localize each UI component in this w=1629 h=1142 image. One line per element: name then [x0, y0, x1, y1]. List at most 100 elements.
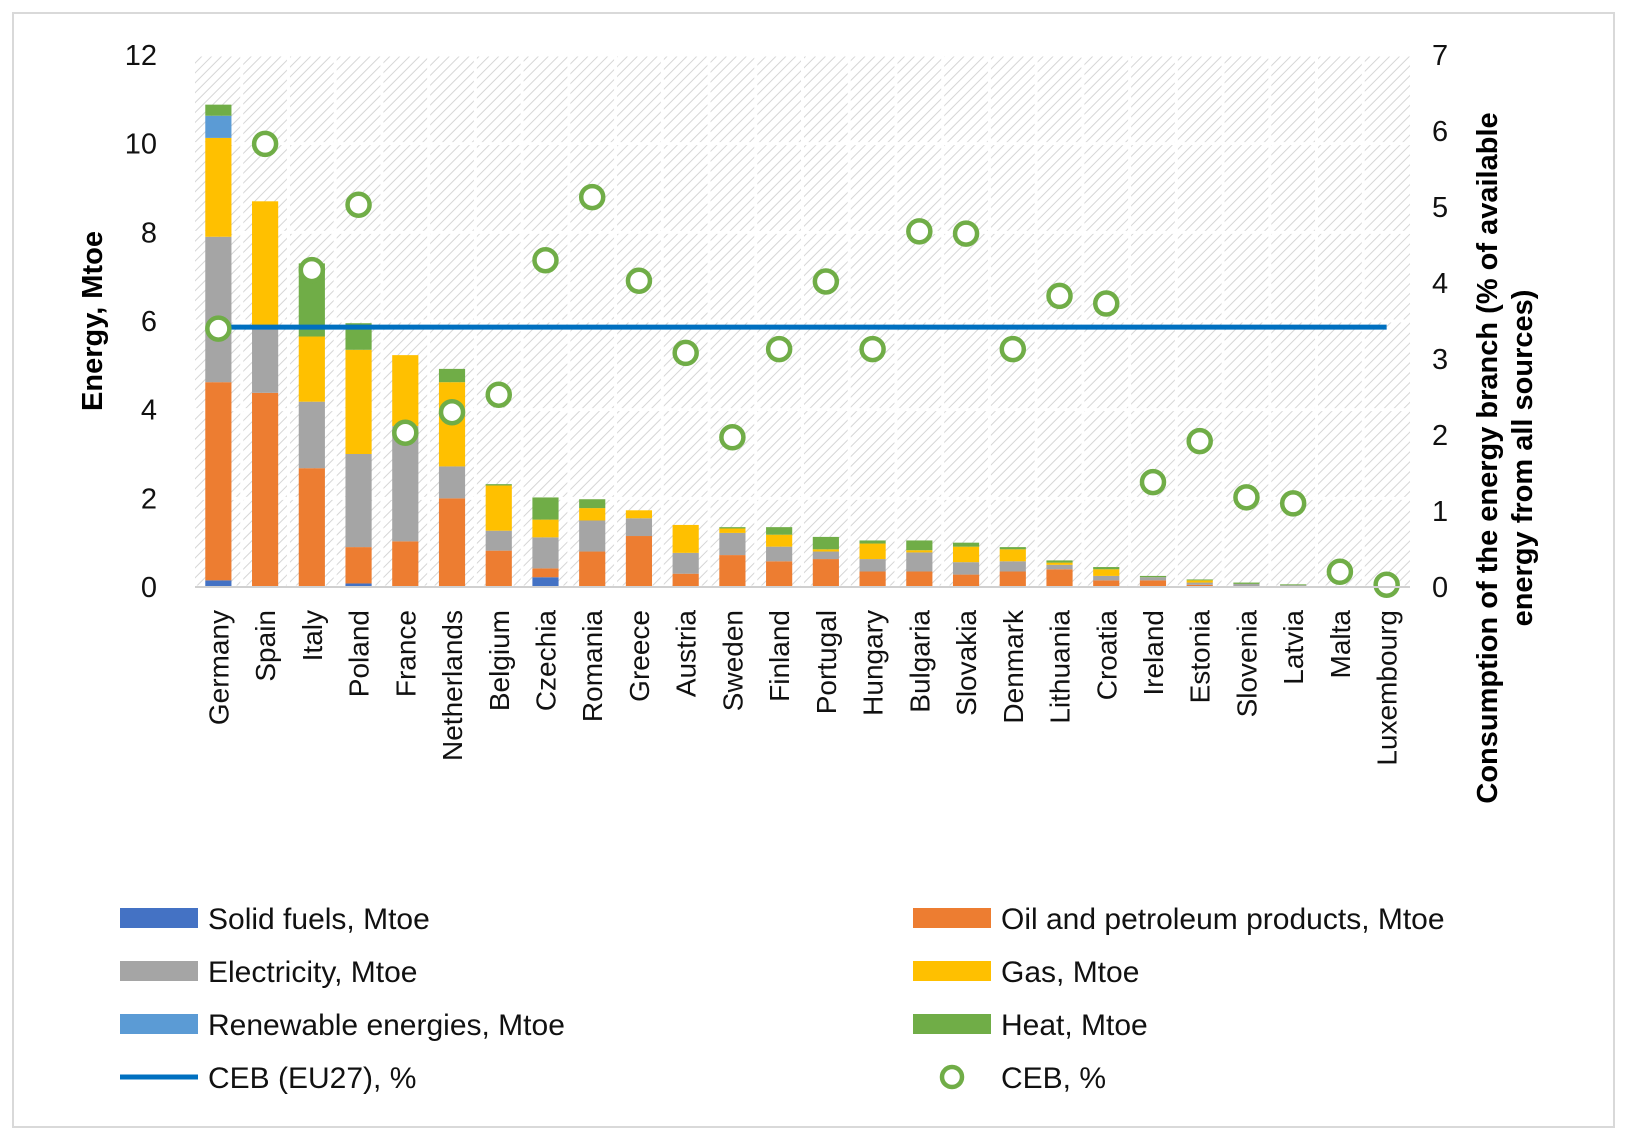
- legend-label: CEB, %: [1001, 1062, 1106, 1095]
- bar-segment: [952, 546, 980, 563]
- legend-swatch: [120, 1014, 198, 1034]
- bar-segment: [1046, 569, 1073, 587]
- bar-segment: [252, 392, 279, 587]
- gridlines: [195, 53, 1410, 589]
- bar-segment: [298, 468, 325, 587]
- bar-segment: [1233, 582, 1260, 584]
- ceb-marker: [578, 183, 606, 211]
- ceb-marker: [672, 339, 699, 367]
- category-label: Spain: [250, 610, 281, 682]
- bar-segment: [812, 549, 839, 552]
- bar-segment: [906, 540, 933, 551]
- category-label: Lithuania: [1045, 610, 1076, 724]
- category-label: Italy: [297, 610, 328, 661]
- bar-segment: [719, 532, 746, 556]
- bar-segment: [345, 349, 372, 454]
- bar-segment: [1093, 575, 1120, 581]
- bar-segment: [1046, 564, 1073, 570]
- category-label: Greece: [624, 610, 655, 702]
- y2-tick-label: 6: [1432, 116, 1448, 148]
- bar-segment: [205, 236, 232, 383]
- bar-segment: [906, 550, 933, 553]
- bar-segment: [392, 541, 419, 587]
- ceb-marker: [345, 191, 372, 218]
- legend-label: Gas, Mtoe: [1001, 956, 1139, 989]
- bar-segment: [766, 546, 793, 562]
- legend-swatch: [120, 961, 198, 981]
- bar-segment: [1280, 585, 1307, 587]
- category-label: Estonia: [1185, 610, 1216, 704]
- bar-segment: [1186, 580, 1213, 583]
- bar-segment: [672, 524, 699, 553]
- bar-segment: [1280, 584, 1307, 586]
- bar-segment: [205, 382, 232, 581]
- y2-tick-label: 4: [1432, 268, 1448, 300]
- bar-segment: [672, 573, 699, 587]
- bar-segment: [438, 368, 466, 383]
- ceb-marker: [1046, 282, 1073, 310]
- ceb-marker: [625, 267, 653, 294]
- bar-segment: [719, 528, 746, 533]
- bar-segment: [1046, 560, 1073, 563]
- ceb-marker: [205, 315, 232, 342]
- ceb-marker: [999, 335, 1027, 363]
- category-label: Portugal: [811, 610, 842, 714]
- category-label: Finland: [764, 610, 795, 702]
- legend: Solid fuels, Mtoe Oil and petroleum produ…: [120, 903, 1445, 1095]
- y-tick-label: 6: [141, 306, 157, 338]
- category-label: Netherlands: [437, 610, 468, 761]
- bar-segment: [999, 547, 1026, 550]
- bar-segment: [999, 561, 1026, 572]
- bar-segment: [579, 520, 606, 552]
- bar-segment: [812, 536, 839, 550]
- bar-segment: [859, 540, 886, 544]
- bar-segment: [1093, 569, 1120, 576]
- bar-segment: [1139, 580, 1167, 587]
- y-tick-label: 2: [141, 483, 157, 515]
- bar-segment: [485, 485, 512, 531]
- y2-tick-label: 1: [1432, 496, 1448, 528]
- y-tick-label: 8: [141, 217, 157, 249]
- ceb-marker: [906, 218, 933, 245]
- category-label: Croatia: [1091, 610, 1122, 701]
- bar-segment: [812, 551, 839, 560]
- bar-segment: [532, 537, 559, 569]
- bar-segment: [952, 542, 980, 547]
- bar-segment: [719, 555, 746, 587]
- legend-label: Heat, Mtoe: [1001, 1009, 1148, 1042]
- category-label: Poland: [344, 610, 375, 697]
- legend-label: Renewable energies, Mtoe: [208, 1009, 565, 1042]
- category-label: Belgium: [484, 610, 515, 711]
- bar-segment: [532, 568, 559, 578]
- ceb-marker: [532, 246, 559, 274]
- ceb-marker: [812, 268, 840, 295]
- bar-segment: [625, 536, 653, 587]
- bar-segment: [252, 326, 279, 393]
- bar-segment: [1233, 583, 1260, 587]
- ceb-marker: [1186, 427, 1213, 455]
- ceb-marker: [438, 398, 466, 426]
- bar-segment: [438, 498, 466, 587]
- ceb-marker: [251, 130, 279, 158]
- y2-tick-label: 3: [1432, 344, 1448, 376]
- bar-segment: [1186, 579, 1213, 581]
- category-label: France: [390, 610, 421, 697]
- y-tick-label: 0: [141, 572, 157, 604]
- bar-segment: [205, 115, 232, 138]
- bar-segment: [298, 401, 325, 469]
- y2-axis-title-line1: Consumption of the energy branch (% of a…: [1472, 112, 1504, 803]
- ceb-marker: [1373, 571, 1400, 598]
- legend-swatch: [913, 1014, 991, 1034]
- marker-series: [205, 130, 1400, 598]
- y2-tick-label: 2: [1432, 420, 1448, 452]
- legend-swatch: [939, 1064, 965, 1090]
- bar-segment: [625, 510, 653, 519]
- bar-segment: [1186, 584, 1213, 587]
- category-label: Germany: [203, 610, 234, 725]
- bar-segment: [205, 104, 232, 116]
- y2-tick-label: 0: [1432, 572, 1448, 604]
- bar-segment: [579, 499, 606, 509]
- category-label: Bulgaria: [904, 610, 935, 713]
